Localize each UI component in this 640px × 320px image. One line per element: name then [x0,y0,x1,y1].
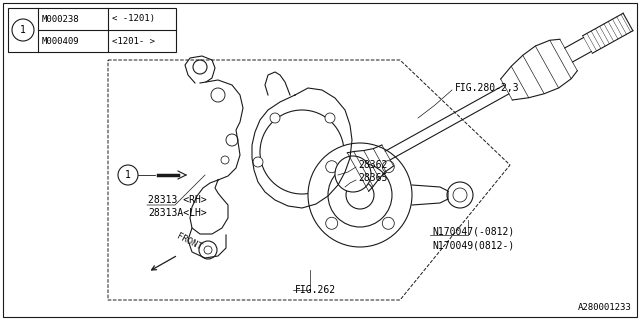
Circle shape [335,156,371,192]
Circle shape [118,165,138,185]
Circle shape [193,60,207,74]
Text: N170047(-0812): N170047(-0812) [432,227,515,237]
Circle shape [346,181,374,209]
Circle shape [260,110,344,194]
Text: 28313 <RH>: 28313 <RH> [148,195,207,205]
Circle shape [382,217,394,229]
Text: M000409: M000409 [42,36,79,45]
Text: N170049(0812-): N170049(0812-) [432,240,515,250]
Circle shape [447,182,473,208]
Circle shape [382,161,394,173]
Circle shape [326,161,338,173]
Circle shape [253,157,263,167]
Text: 28313A<LH>: 28313A<LH> [148,208,207,218]
Text: 28365: 28365 [358,173,387,183]
Circle shape [204,246,212,254]
Circle shape [328,163,392,227]
Circle shape [325,113,335,123]
Circle shape [221,156,229,164]
Circle shape [326,217,338,229]
Text: 28362: 28362 [358,160,387,170]
Text: FRONT: FRONT [175,232,203,252]
Circle shape [226,134,238,146]
Circle shape [211,88,225,102]
Text: M000238: M000238 [42,14,79,23]
Text: A280001233: A280001233 [579,303,632,312]
Bar [8,8,176,52]
Circle shape [453,188,467,202]
Circle shape [343,157,353,167]
Text: FIG.280-2,3: FIG.280-2,3 [455,83,520,93]
Circle shape [12,19,34,41]
Text: 1: 1 [125,170,131,180]
Text: 1: 1 [20,25,26,35]
Circle shape [308,143,412,247]
Text: <1201- >: <1201- > [112,36,155,45]
Circle shape [199,241,217,259]
Circle shape [270,113,280,123]
Text: FIG.262: FIG.262 [295,285,336,295]
Text: < -1201): < -1201) [112,14,155,23]
